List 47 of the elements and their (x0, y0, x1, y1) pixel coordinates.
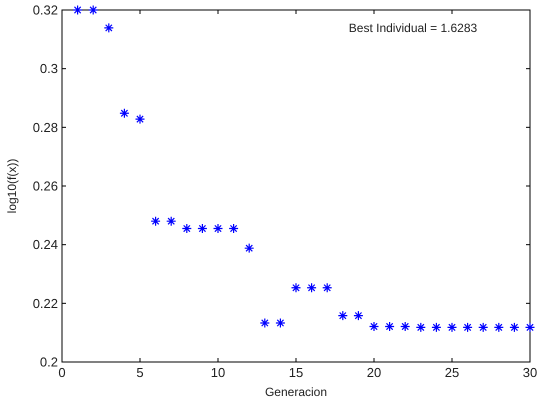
y-axis-title: log10(f(x)) (5, 158, 19, 214)
point (446, 322, 458, 332)
point (431, 322, 442, 332)
point (478, 322, 488, 332)
y-tick-label: 0.28 (32, 120, 58, 135)
point (275, 318, 286, 328)
point (88, 4, 98, 16)
point (72, 4, 83, 16)
x-axis-title: Generacion (264, 385, 328, 399)
point (338, 310, 348, 321)
point (182, 223, 192, 234)
point (290, 282, 302, 293)
point (353, 310, 364, 321)
point (494, 322, 504, 332)
point (524, 322, 536, 332)
point (509, 322, 520, 332)
y-tick-label: 0.2 (40, 354, 58, 370)
point (134, 114, 146, 124)
x-tick-label: 30 (522, 365, 538, 380)
point (212, 223, 224, 234)
x-tick-label: 15 (288, 365, 304, 380)
x-tick-label: 5 (136, 365, 144, 380)
point (228, 223, 239, 234)
annotation: Best Individual = 1.6283 (348, 21, 478, 35)
point (384, 321, 395, 332)
point (462, 322, 473, 332)
point (150, 216, 161, 226)
point (322, 282, 332, 293)
point (306, 282, 317, 293)
y-tick-label: 0.32 (32, 2, 58, 18)
x-tick-label: 0 (58, 365, 66, 380)
y-tick-label: 0.24 (32, 237, 58, 252)
point (260, 318, 270, 328)
point (166, 216, 176, 226)
point (244, 243, 254, 254)
point (416, 322, 426, 332)
x-tick-label: 10 (210, 365, 226, 380)
y-tick-label: 0.26 (32, 178, 58, 194)
x-tick-label: 25 (444, 365, 460, 380)
y-tick-label: 0.3 (40, 61, 58, 76)
y-tick-label: 0.22 (32, 296, 58, 311)
point (119, 108, 130, 118)
point (400, 321, 410, 332)
x-tick-label: 20 (366, 365, 382, 380)
point (197, 223, 208, 234)
point (104, 22, 114, 33)
point (368, 321, 380, 332)
